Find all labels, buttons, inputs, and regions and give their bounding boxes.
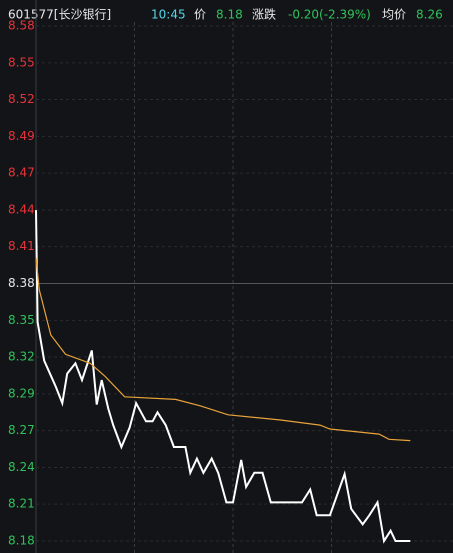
y-tick-label: 8.41	[8, 239, 35, 253]
price-line	[35, 257, 411, 442]
y-tick-label: 8.55	[8, 55, 35, 69]
y-tick-label: 8.47	[8, 166, 35, 180]
avg-label: 均价	[382, 8, 406, 22]
y-tick-label: 8.27	[8, 423, 35, 437]
y-tick-label: 8.18	[8, 534, 35, 548]
y-tick-label: 8.49	[8, 129, 35, 143]
price-label: 价	[194, 8, 206, 22]
avg-price: 8.26	[416, 8, 443, 22]
y-tick-label: 8.44	[8, 202, 35, 216]
change-label: 涨跌	[252, 7, 276, 22]
price-line	[35, 210, 411, 544]
change: -0.20(-2.39%)	[288, 8, 371, 22]
y-tick-label: 8.32	[8, 350, 35, 364]
y-tick-label: 8.52	[8, 92, 35, 106]
y-tick-label: 8.24	[8, 460, 35, 474]
y-tick-label: 8.29	[8, 386, 35, 400]
y-tick-label: 8.38	[8, 276, 35, 290]
time: 10:45	[151, 8, 186, 22]
y-tick-label: 8.21	[8, 497, 35, 511]
y-tick-label: 8.58	[8, 19, 35, 33]
stock-code: 601577[长沙银行]	[8, 8, 111, 22]
price: 8.18	[216, 8, 243, 22]
y-tick-label: 8.35	[8, 313, 35, 327]
header: 601577[长沙银行] 10:45 价 8.18 涨跌 -0.20(-2.39…	[8, 7, 443, 22]
